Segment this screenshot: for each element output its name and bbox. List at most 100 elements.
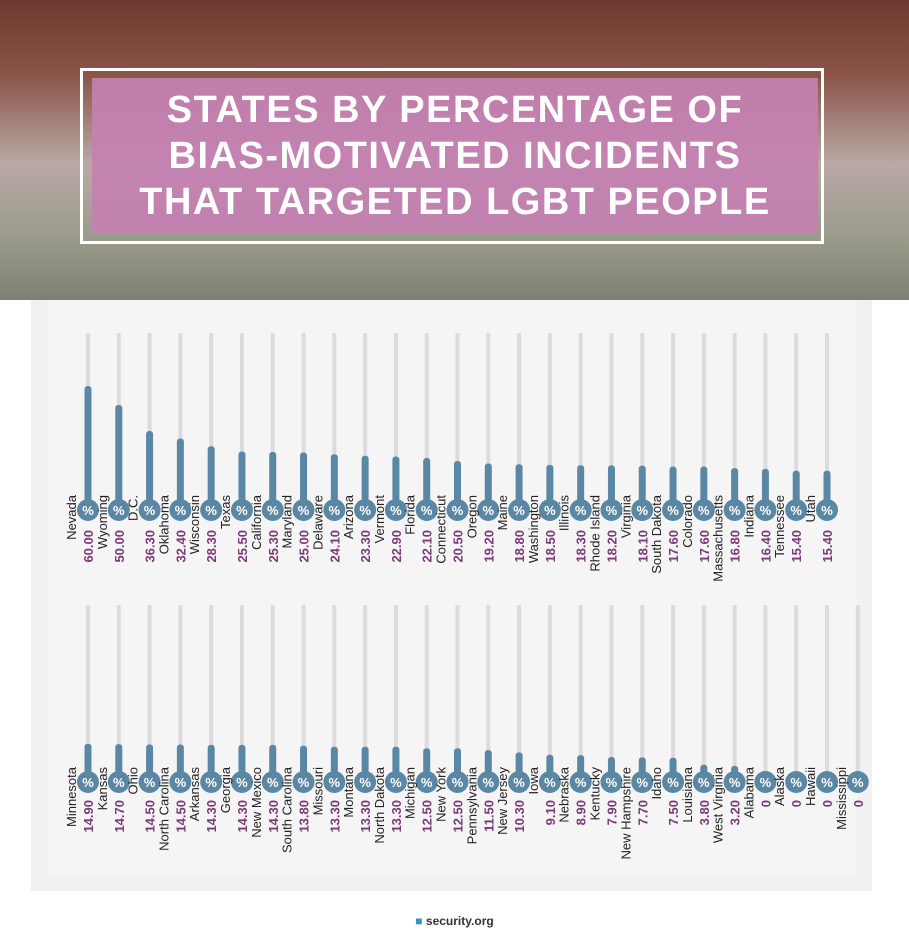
value-label: 18.80	[512, 530, 527, 563]
bar	[823, 470, 831, 502]
bulb	[107, 771, 130, 793]
bar	[546, 464, 554, 502]
bulb	[754, 499, 777, 521]
unit-symbol: %	[636, 503, 648, 518]
category-label: Maine	[495, 495, 510, 530]
category-label: Missouri	[310, 767, 325, 816]
bar	[638, 757, 646, 774]
category-label: Mississippi	[834, 767, 849, 830]
unit-symbol: %	[483, 775, 495, 790]
value-label: 14.70	[112, 800, 127, 833]
bulb	[261, 499, 284, 521]
value-label: 18.20	[604, 530, 619, 563]
bar	[515, 464, 523, 502]
category-label: New Hampshire	[618, 767, 633, 859]
category-label: Alaska	[772, 766, 787, 806]
unit-symbol: %	[144, 775, 156, 790]
bulb	[816, 499, 838, 521]
value-label: 25.50	[235, 530, 250, 563]
value-label: 25.30	[266, 530, 281, 563]
value-label: 13.80	[297, 800, 312, 833]
bar	[792, 470, 800, 502]
category-label: Alabama	[741, 766, 756, 818]
bulb	[692, 499, 715, 521]
unit-symbol: %	[760, 503, 772, 518]
bar	[207, 446, 215, 502]
bulb	[323, 771, 346, 793]
bulb	[292, 771, 315, 793]
category-label: Montana	[341, 766, 356, 817]
value-label: 0	[820, 800, 835, 807]
bulb	[200, 499, 223, 521]
value-label: 13.30	[358, 800, 373, 833]
value-label: 3.20	[728, 800, 743, 825]
category-label: Ohio	[126, 767, 141, 794]
unit-symbol: %	[606, 503, 618, 518]
logo: ■ security.org	[415, 914, 494, 928]
bar	[361, 746, 369, 774]
unit-symbol: %	[636, 775, 648, 790]
bulb	[631, 771, 654, 793]
bar	[607, 465, 615, 502]
unit-symbol: %	[175, 775, 187, 790]
unit-symbol: %	[790, 775, 802, 790]
bulb	[600, 771, 623, 793]
category-label: Maryland	[280, 495, 295, 548]
category-label: North Carolina	[156, 766, 171, 851]
category-label: Illinois	[557, 495, 572, 532]
bulb	[107, 499, 130, 521]
bulb	[846, 771, 869, 793]
value-label: 18.10	[635, 530, 650, 563]
value-label: 15.40	[820, 530, 835, 563]
category-label: Kentucky	[587, 767, 602, 821]
unit-symbol: %	[452, 503, 464, 518]
bar	[269, 744, 277, 774]
value-label: 12.50	[420, 800, 435, 833]
bar	[731, 468, 739, 502]
unit-symbol: %	[821, 503, 833, 518]
value-label: 14.90	[81, 800, 96, 833]
value-label: 0	[758, 800, 773, 807]
category-label: South Carolina	[280, 766, 295, 853]
category-label: Florida	[403, 494, 418, 535]
category-label: West Virginia	[711, 766, 726, 843]
category-label: New York	[434, 767, 449, 822]
category-label: New Mexico	[249, 767, 264, 838]
unit-symbol: %	[82, 503, 94, 518]
unit-symbol: %	[267, 503, 279, 518]
category-label: Wyoming	[95, 495, 110, 549]
unit-symbol: %	[205, 775, 217, 790]
category-label: Nevada	[64, 494, 79, 540]
value-label: 7.70	[635, 800, 650, 825]
unit-symbol: %	[667, 503, 679, 518]
banner-frame	[80, 68, 824, 244]
bulb	[754, 771, 777, 793]
category-label: Minnesota	[64, 766, 79, 827]
value-label: 14.50	[143, 800, 158, 833]
category-label: Utah	[803, 495, 818, 522]
bar	[484, 750, 492, 774]
value-label: 16.80	[728, 530, 743, 563]
value-label: 17.60	[697, 530, 712, 563]
unit-symbol: %	[760, 775, 772, 790]
unit-symbol: %	[82, 775, 94, 790]
value-label: 25.00	[297, 530, 312, 563]
value-label: 16.40	[758, 530, 773, 563]
category-label: D.C.	[126, 495, 141, 521]
unit-symbol: %	[729, 503, 741, 518]
unit-symbol: %	[698, 775, 710, 790]
bar	[577, 465, 585, 502]
bar	[238, 451, 246, 502]
category-label: Delaware	[310, 495, 325, 550]
bulb	[723, 771, 746, 793]
category-label: Arizona	[341, 494, 356, 539]
category-label: Vermont	[372, 495, 387, 544]
value-label: 36.30	[143, 530, 158, 563]
bar	[207, 744, 215, 774]
bar	[577, 755, 585, 774]
bar	[454, 748, 461, 774]
bulb	[230, 499, 253, 521]
unit-symbol: %	[175, 503, 187, 518]
unit-symbol: %	[790, 503, 802, 518]
